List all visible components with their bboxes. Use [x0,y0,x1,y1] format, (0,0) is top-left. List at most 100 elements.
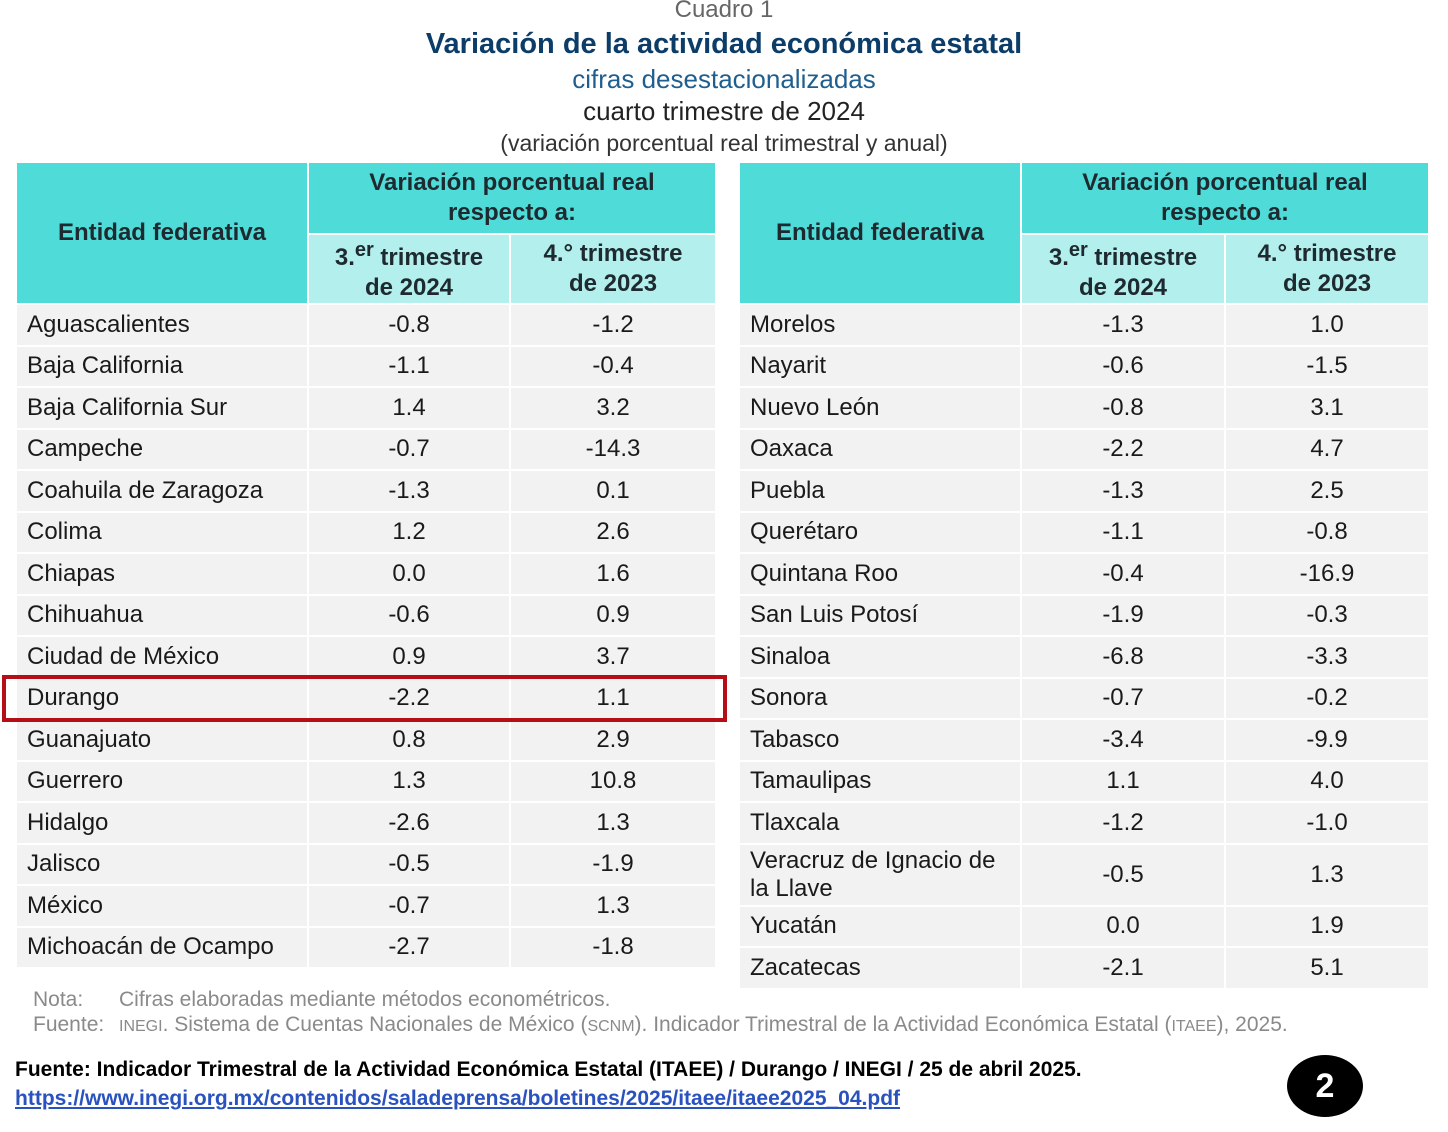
cell-q3-2024: -1.3 [309,471,511,511]
cell-q3-2024: -3.4 [1022,720,1226,760]
cell-q3-2024: 0.9 [309,637,511,677]
cell-q3-2024: -2.6 [309,803,511,843]
subtitle-units: (variación porcentual real trimestral y … [500,130,948,156]
cell-entity-name: Tabasco [740,720,1022,760]
cell-q4-2023: 0.9 [511,595,716,635]
header-q3-rest: trimestre [1087,244,1198,271]
cell-q3-2024: 1.2 [309,512,511,552]
table-row: Oaxaca -2.2 4.7 [740,429,1429,469]
table-row: Querétaro -1.1 -0.8 [740,512,1429,552]
cell-entity-name: Tamaulipas [740,761,1022,801]
cell-entity-name: Guerrero [17,761,309,801]
header-q3-2024: 3.er trimestre de 2024 [309,235,511,303]
cell-q4-2023: 2.6 [511,512,716,552]
cell-q3-2024: -1.2 [1022,803,1226,843]
table-row: Ciudad de México 0.9 3.7 [17,637,716,677]
cell-q3-2024: -1.3 [1022,471,1226,511]
cell-entity-name: México [17,886,309,926]
cell-q4-2023: 1.6 [511,554,716,594]
table-row: Jalisco -0.5 -1.9 [17,844,716,884]
cell-q3-2024: -1.1 [309,346,511,386]
cell-entity-name: Colima [17,512,309,552]
cell-entity-name: Baja California [17,346,309,386]
cell-q4-2023: 2.9 [511,720,716,760]
cell-entity-name: Guanajuato [17,720,309,760]
cell-q3-2024: -0.7 [309,429,511,469]
cell-q4-2023: 2.5 [1226,471,1429,511]
cell-q4-2023: 3.1 [1226,388,1429,428]
table-row: Nuevo León -0.8 3.1 [740,388,1429,428]
cell-entity-name: Baja California Sur [17,388,309,428]
cell-q4-2023: 5.1 [1226,948,1429,988]
cell-q3-2024: 0.8 [309,720,511,760]
durango-highlight-box [2,675,727,722]
cell-q4-2023: -1.0 [1226,803,1429,843]
table-row: Nayarit -0.6 -1.5 [740,346,1429,386]
cell-q4-2023: -0.3 [1226,595,1429,635]
header-q3-sup: er [1068,239,1088,261]
states-table-left: Entidad federativa Variación porcentual … [17,161,716,969]
cell-q3-2024: 0.0 [309,554,511,594]
source-text-2: ). Indicador Trimestral de la Actividad … [634,1013,1172,1036]
cell-q3-2024: -0.4 [1022,554,1226,594]
header-q3-prefix: 3. [1048,244,1069,271]
cell-q4-2023: 3.2 [511,388,716,428]
cell-q4-2023: 1.9 [1226,906,1429,946]
header-variation-group: Variación porcentual real respecto a: [1022,163,1429,233]
page-number-badge: 2 [1287,1055,1363,1117]
header-q3-line2: de 2024 [364,274,454,301]
source-link[interactable]: https://www.inegi.org.mx/contenidos/sala… [15,1087,901,1110]
cell-q4-2023: -0.8 [1226,512,1429,552]
cell-q4-2023: -0.2 [1226,678,1429,718]
cell-q3-2024: 1.1 [1022,761,1226,801]
cell-q4-2023: -1.8 [511,927,716,967]
cell-entity-name: Nayarit [740,346,1022,386]
cell-q3-2024: 1.4 [309,388,511,428]
cell-q3-2024: -1.1 [1022,512,1226,552]
cell-q4-2023: 4.0 [1226,761,1429,801]
cell-q3-2024: -0.6 [1022,346,1226,386]
cell-entity-name: Zacatecas [740,948,1022,988]
cell-entity-name: Yucatán [740,906,1022,946]
note-label: Nota: [33,988,84,1011]
cell-q4-2023: 4.7 [1226,429,1429,469]
cell-q4-2023: -1.2 [511,305,716,345]
cell-q4-2023: -1.9 [511,844,716,884]
cell-q4-2023: 1.3 [511,803,716,843]
cell-entity-name: Campeche [17,429,309,469]
cell-q3-2024: 1.3 [309,761,511,801]
cuadro-label: Cuadro 1 [674,0,774,23]
cell-q3-2024: -0.8 [1022,388,1226,428]
cell-entity-name: Sinaloa [740,637,1022,677]
table-row: Sonora -0.7 -0.2 [740,678,1429,718]
header-entity: Entidad federativa [740,163,1022,303]
cell-entity-name: Nuevo León [740,388,1022,428]
cell-q4-2023: 10.8 [511,761,716,801]
cell-entity-name: Puebla [740,471,1022,511]
cell-entity-name: Veracruz de Ignacio de la Llave [740,844,1022,905]
cell-q4-2023: 3.7 [511,637,716,677]
table-row: Tamaulipas 1.1 4.0 [740,761,1429,801]
header-group-line2: respecto a: [447,199,577,226]
cell-q3-2024: -2.2 [309,678,511,718]
cell-entity-name: Durango [17,678,309,718]
cell-q4-2023: 1.3 [511,886,716,926]
table-row: Sinaloa -6.8 -3.3 [740,637,1429,677]
source-text-1: . Sistema de Cuentas Nacionales de Méxic… [162,1013,588,1036]
header-group-line1: Variación porcentual real [1082,169,1368,196]
table-row: México -0.7 1.3 [17,886,716,926]
note-row: Nota: Cifras elaboradas mediante métodos … [33,987,1288,1012]
table-row: Zacatecas -2.1 5.1 [740,948,1429,988]
header-q4-line2: de 2023 [568,270,658,297]
cell-entity-name: Oaxaca [740,429,1022,469]
cell-q4-2023: -0.4 [511,346,716,386]
subtitle-seasonally-adjusted: cifras desestacionalizadas [572,64,876,94]
header-q3-sup: er [354,239,374,261]
cell-q3-2024: -0.7 [309,886,511,926]
table-row: Chihuahua -0.6 0.9 [17,595,716,635]
cell-q4-2023: 0.1 [511,471,716,511]
cell-q3-2024: 0.0 [1022,906,1226,946]
cell-q3-2024: -2.7 [309,927,511,967]
cell-q3-2024: -2.1 [1022,948,1226,988]
cell-entity-name: Sonora [740,678,1022,718]
